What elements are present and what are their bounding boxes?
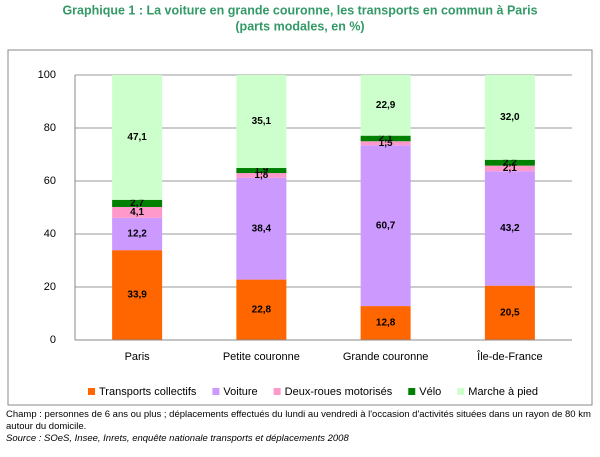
legend-marker [408,388,416,395]
bar-segment [112,75,163,200]
x-tick-label: Grande couronne [343,351,429,363]
bar-segment [484,75,535,160]
data-label: 22,9 [376,100,396,111]
y-tick-label: 0 [50,334,56,346]
chart-frame [7,49,593,406]
legend-marker [273,388,281,395]
data-label: 32,0 [500,112,520,123]
bar-segment [112,217,163,251]
data-label: 12,2 [127,229,147,240]
data-label: 2,7 [130,198,144,209]
data-label: 2,1 [379,133,393,144]
data-label: 20,5 [500,307,520,318]
bar-segment [236,177,287,280]
data-label: 47,1 [127,132,147,143]
bar-segment [112,206,163,218]
legend-marker [457,388,465,395]
x-tick-label: Petite couronne [223,351,300,363]
data-label: 1,9 [254,165,268,176]
bar-segment [360,141,411,146]
legend-label: Vélo [419,386,441,398]
data-label: 60,7 [376,220,396,231]
y-tick-label: 40 [44,228,56,240]
data-label: 43,2 [500,223,520,234]
bar-segment [236,279,287,340]
data-label: 38,4 [252,223,272,234]
x-tick-label: Paris [125,351,151,363]
data-label: 1,8 [254,170,268,181]
data-label: 2,1 [503,163,517,174]
bar-segment [484,159,535,166]
bar-segment [360,135,411,142]
y-tick-label: 20 [44,281,56,293]
legend-marker [212,388,220,395]
data-label: 22,8 [252,304,272,315]
bar-segment [484,285,535,340]
y-tick-label: 60 [44,175,56,187]
y-tick-label: 80 [44,122,56,134]
notes: Champ : personnes de 6 ans ou plus ; dép… [6,409,591,432]
bar-segment [360,145,411,307]
y-tick-label: 100 [38,69,56,81]
data-label: 12,8 [376,318,396,329]
data-label: 33,9 [127,290,147,301]
bar-segment [236,168,287,174]
bar-segment [236,75,287,169]
data-label: 4,1 [130,207,144,218]
bar-segment [236,173,287,178]
bar-segment [360,306,411,340]
bar-segment [360,75,411,136]
bar-segment [484,171,535,286]
legend-label: Transports collectifs [99,386,197,398]
data-label: 1,5 [379,138,393,149]
data-label: 2,2 [503,157,517,168]
notes-block: Champ : personnes de 6 ans ou plus ; dép… [6,409,594,445]
chart-subtitle: (parts modales, en %) [235,19,364,33]
legend-label: Voiture [223,386,257,398]
legend-marker [88,388,95,395]
bar-segment [484,165,535,172]
bar-segment [112,199,163,207]
x-tick-label: Île-de-France [476,350,542,363]
chart: Graphique 1 : La voiture en grande couro… [7,3,593,406]
data-label: 35,1 [252,116,272,127]
legend-label: Marche à pied [468,386,538,398]
bar-segment [112,250,163,340]
legend-label: Deux-roues motorisés [285,386,393,398]
chart-title: Graphique 1 : La voiture en grande couro… [62,3,537,17]
source: Source : SOeS, Insee, Inrets, enquête na… [6,433,349,444]
